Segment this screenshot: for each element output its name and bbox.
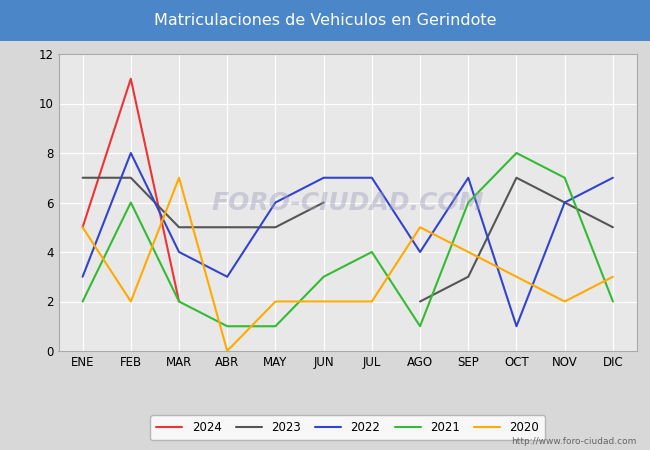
- 2023: [320, 200, 328, 205]
- 2022: [368, 175, 376, 180]
- 2023: [79, 175, 86, 180]
- 2021: [561, 175, 569, 180]
- 2020: [175, 175, 183, 180]
- Legend: 2024, 2023, 2022, 2021, 2020: 2024, 2023, 2022, 2021, 2020: [150, 415, 545, 440]
- 2020: [416, 225, 424, 230]
- Line: 2021: 2021: [83, 153, 613, 326]
- 2022: [175, 249, 183, 255]
- 2020: [609, 274, 617, 279]
- 2021: [320, 274, 328, 279]
- Text: Matriculaciones de Vehiculos en Gerindote: Matriculaciones de Vehiculos en Gerindot…: [154, 13, 496, 28]
- 2024: [127, 76, 135, 81]
- 2022: [127, 150, 135, 156]
- 2022: [609, 175, 617, 180]
- 2023: [224, 225, 231, 230]
- 2021: [175, 299, 183, 304]
- 2020: [513, 274, 521, 279]
- 2020: [224, 348, 231, 354]
- Line: 2023: 2023: [83, 178, 324, 227]
- 2021: [513, 150, 521, 156]
- 2021: [609, 299, 617, 304]
- 2022: [79, 274, 86, 279]
- 2022: [464, 175, 472, 180]
- 2021: [464, 200, 472, 205]
- 2023: [127, 175, 135, 180]
- 2021: [224, 324, 231, 329]
- 2022: [320, 175, 328, 180]
- 2021: [368, 249, 376, 255]
- Text: http://www.foro-ciudad.com: http://www.foro-ciudad.com: [512, 436, 637, 446]
- 2021: [127, 200, 135, 205]
- 2020: [320, 299, 328, 304]
- 2022: [416, 249, 424, 255]
- 2022: [513, 324, 521, 329]
- 2023: [175, 225, 183, 230]
- Line: 2024: 2024: [83, 79, 179, 302]
- 2020: [464, 249, 472, 255]
- Text: FORO-CIUDAD.COM: FORO-CIUDAD.COM: [211, 190, 484, 215]
- Line: 2022: 2022: [83, 153, 613, 326]
- 2020: [79, 225, 86, 230]
- 2020: [561, 299, 569, 304]
- 2024: [79, 225, 86, 230]
- Line: 2020: 2020: [83, 178, 613, 351]
- 2020: [127, 299, 135, 304]
- 2022: [272, 200, 280, 205]
- 2020: [368, 299, 376, 304]
- 2021: [79, 299, 86, 304]
- 2023: [272, 225, 280, 230]
- 2022: [561, 200, 569, 205]
- 2024: [175, 299, 183, 304]
- 2021: [272, 324, 280, 329]
- 2020: [272, 299, 280, 304]
- 2022: [224, 274, 231, 279]
- 2021: [416, 324, 424, 329]
